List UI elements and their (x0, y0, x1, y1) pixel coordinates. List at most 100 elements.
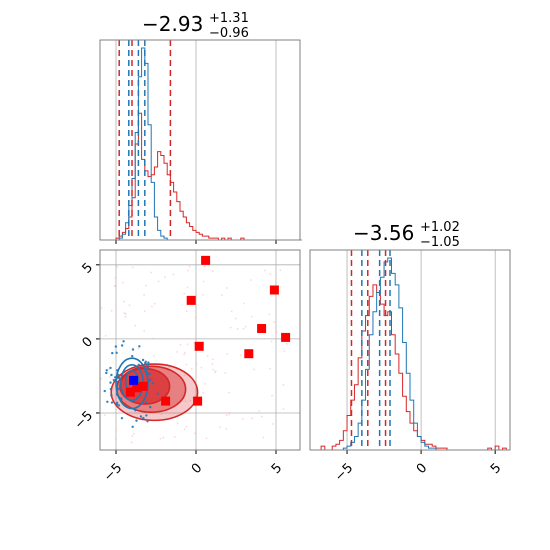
panel-frame (99, 249, 301, 451)
marker-truth (129, 375, 139, 385)
sample-point-series-a (122, 340, 125, 343)
sample-point-faint (150, 271, 153, 274)
sample-point-faint (100, 377, 103, 380)
panel-frame (309, 249, 511, 451)
sample-point-faint (131, 435, 134, 437)
sample-point-series-a (103, 389, 106, 393)
sample-point-faint (125, 401, 128, 404)
sample-point-series-a (146, 363, 149, 366)
sample-point-faint (185, 425, 188, 428)
marker-series-b-1 (186, 295, 196, 305)
sample-point-faint (271, 394, 273, 397)
sample-point-faint (244, 325, 247, 328)
sample-point-series-a (131, 348, 135, 351)
sample-point-faint (110, 309, 113, 312)
sample-point-faint (282, 408, 285, 410)
marker-series-b-9 (138, 381, 148, 391)
sample-point-faint (109, 376, 111, 378)
sample-point-faint (230, 310, 233, 313)
sample-point-faint (226, 353, 229, 355)
sample-point-faint (123, 312, 126, 314)
sample-point-faint (202, 280, 205, 283)
sample-point-series-a (106, 400, 109, 403)
sample-point-faint (261, 415, 263, 418)
sample-point-series-a (145, 414, 148, 417)
sample-point-faint (211, 363, 214, 366)
sample-point-faint (269, 273, 272, 275)
sample-point-series-a (131, 425, 134, 429)
sample-point-faint (179, 343, 182, 346)
sample-point-series-a (117, 376, 121, 380)
sample-point-faint (124, 315, 127, 318)
marker-series-b-2 (269, 285, 279, 295)
sample-point-faint (250, 417, 253, 420)
sample-point-faint (224, 372, 227, 374)
marker-series-b-11 (125, 387, 135, 397)
sample-point-faint (200, 366, 203, 369)
sample-point-faint (263, 269, 266, 272)
sample-point-faint (143, 330, 146, 332)
sample-point-faint (113, 285, 116, 287)
sample-point-faint (111, 378, 114, 381)
sample-point-series-a (111, 351, 114, 355)
sample-point-faint (143, 310, 146, 312)
title-1-upper: +1.31 (209, 11, 249, 26)
sample-point-faint (186, 286, 189, 289)
sample-point-faint (114, 437, 117, 440)
sample-point-faint (151, 305, 153, 308)
sample-point-faint (152, 354, 155, 357)
sample-point-faint (214, 371, 216, 374)
sample-point-faint (160, 413, 163, 416)
sample-point-series-a (137, 363, 140, 366)
sample-point-faint (228, 413, 230, 416)
marker-series-b-6 (244, 349, 254, 359)
sample-point-faint (128, 304, 131, 307)
sample-point-faint (282, 383, 285, 386)
sample-point-faint (124, 312, 127, 315)
sample-point-faint (190, 367, 193, 370)
sample-point-faint (228, 391, 230, 394)
marker-series-b-8 (161, 396, 171, 406)
sample-point-faint (204, 382, 206, 385)
sample-point-series-a (115, 403, 119, 406)
sample-point-faint (116, 265, 119, 268)
sample-point-series-a (109, 387, 113, 391)
title-2-value: −3.56 (353, 221, 414, 245)
sample-point-faint (270, 340, 273, 343)
sample-point-series-a (105, 371, 108, 375)
sample-point-series-a (139, 415, 143, 418)
sample-point-series-a (142, 416, 145, 420)
sample-point-faint (229, 326, 232, 329)
sample-point-series-a (115, 351, 118, 354)
title-2-lower: −1.05 (420, 235, 460, 250)
sample-point-faint (212, 270, 214, 272)
sample-point-series-a (109, 381, 112, 384)
sample-point-faint (162, 436, 165, 439)
joint-content (100, 255, 291, 444)
sample-point-faint (279, 269, 282, 272)
sample-point-faint (103, 414, 106, 417)
sample-point-series-a (149, 405, 152, 409)
sample-point-series-a (117, 387, 120, 391)
sample-point-faint (195, 362, 198, 365)
sample-point-faint (262, 436, 265, 439)
sample-point-series-a (109, 366, 112, 370)
sample-point-faint (205, 437, 208, 440)
sample-point-faint (243, 302, 246, 305)
sample-point-faint (185, 310, 188, 313)
sample-point-faint (152, 337, 154, 340)
sample-point-faint (253, 368, 256, 371)
sample-point-faint (268, 313, 271, 316)
sample-point-faint (242, 327, 245, 330)
sample-point-faint (184, 400, 187, 403)
title-2-upper: +1.02 (420, 220, 460, 235)
sample-point-faint (189, 399, 192, 402)
sample-point-series-a (138, 345, 141, 348)
marker-series-b-0 (201, 255, 211, 265)
sample-point-faint (153, 302, 156, 305)
sample-point-series-a (117, 404, 121, 407)
sample-point-faint (163, 276, 166, 279)
sample-point-faint (275, 331, 278, 334)
sample-point-faint (203, 265, 206, 268)
sample-point-faint (229, 411, 231, 414)
